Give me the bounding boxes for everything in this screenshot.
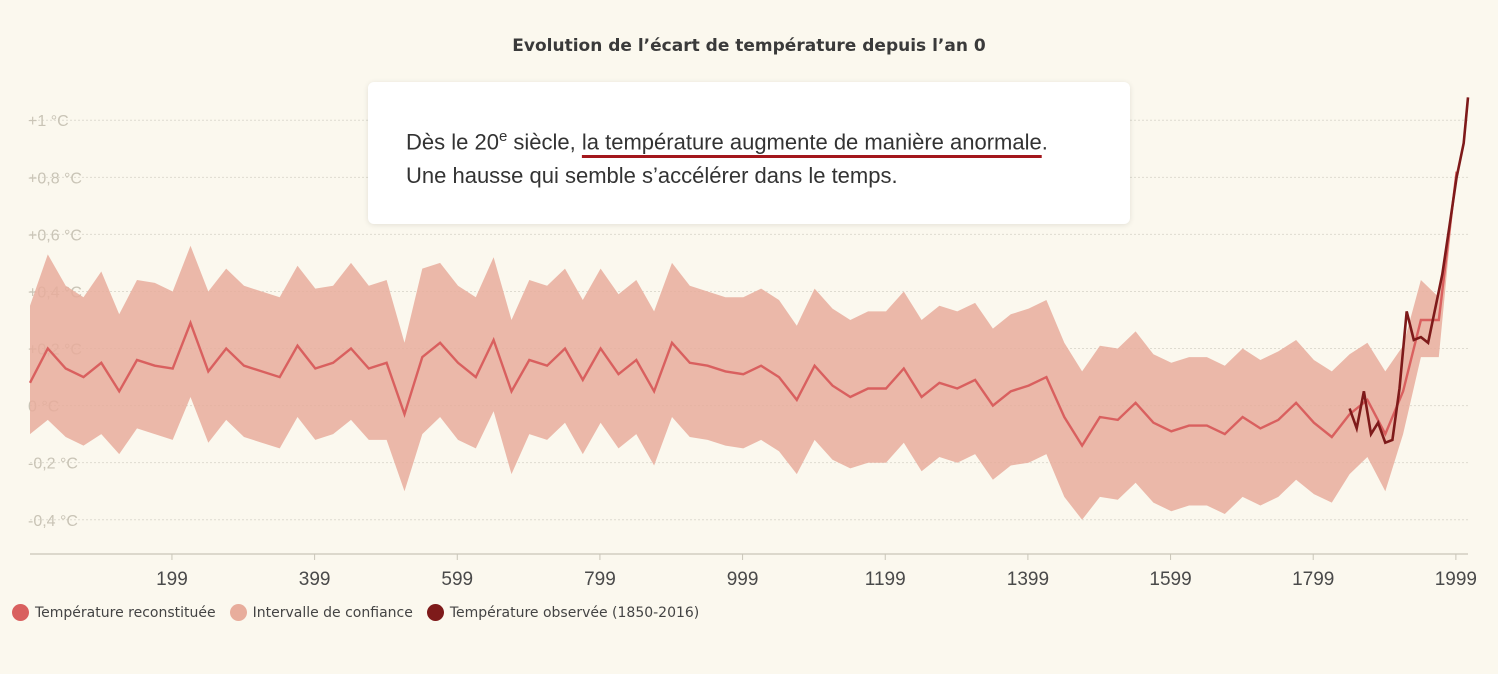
y-tick-label: +1 °C [28, 113, 69, 130]
x-axis-ticks: 199 399 599 799 999 1199 1399 1599 1799 1999 [156, 554, 1477, 590]
x-tick-label: 1399 [1007, 569, 1049, 590]
callout-line-1: Dès le 20e siècle, la température augmen… [406, 120, 1130, 159]
y-tick-label: +0,6 °C [28, 227, 82, 244]
callout-line-2: Une hausse qui semble s’accélérer dans l… [406, 163, 898, 189]
legend-label: Intervalle de confiance [252, 604, 413, 621]
legend-item-confidence: Intervalle de confiance [229, 604, 413, 621]
annotation-callout: Dès le 20e siècle, la température augmen… [368, 82, 1130, 224]
x-tick-label: 599 [441, 569, 473, 590]
legend-swatch [426, 604, 444, 621]
x-tick-label: 799 [584, 569, 616, 590]
x-tick-label: 399 [299, 569, 331, 590]
x-tick-label: 1999 [1435, 569, 1477, 590]
legend-label: Température observée (1850-2016) [449, 604, 700, 621]
x-tick-label: 1599 [1149, 569, 1191, 590]
confidence-band [30, 171, 1457, 520]
callout-superscript: e [498, 128, 508, 145]
y-tick-label: -0,2 °C [28, 456, 78, 473]
x-tick-label: 199 [156, 569, 188, 590]
y-tick-label: +0,8 °C [28, 170, 82, 187]
legend-label: Température reconstituée [35, 604, 216, 621]
callout-highlight: la température augmente de manière anorm… [581, 129, 1042, 155]
legend-swatch [229, 604, 247, 621]
x-tick-label: 1199 [865, 569, 906, 590]
legend-item-observed: Température observée (1850-2016) [426, 604, 700, 621]
callout-text: siècle, [507, 129, 582, 155]
y-tick-label: -0,4 °C [28, 513, 78, 530]
legend-item-reconstructed: Température reconstituée [12, 604, 216, 621]
x-tick-label: 999 [727, 569, 759, 590]
chart-legend: Température reconstituée Intervalle de c… [12, 604, 713, 621]
callout-text: Dès le 20 [406, 129, 499, 155]
legend-swatch [12, 604, 29, 621]
callout-text: . [1041, 129, 1048, 155]
x-tick-label: 1799 [1292, 569, 1334, 590]
observed-temperature-line [1348, 97, 1470, 445]
reconstructed-temperature-line [28, 171, 1458, 448]
chart-title: Evolution de l’écart de température depu… [512, 36, 986, 56]
